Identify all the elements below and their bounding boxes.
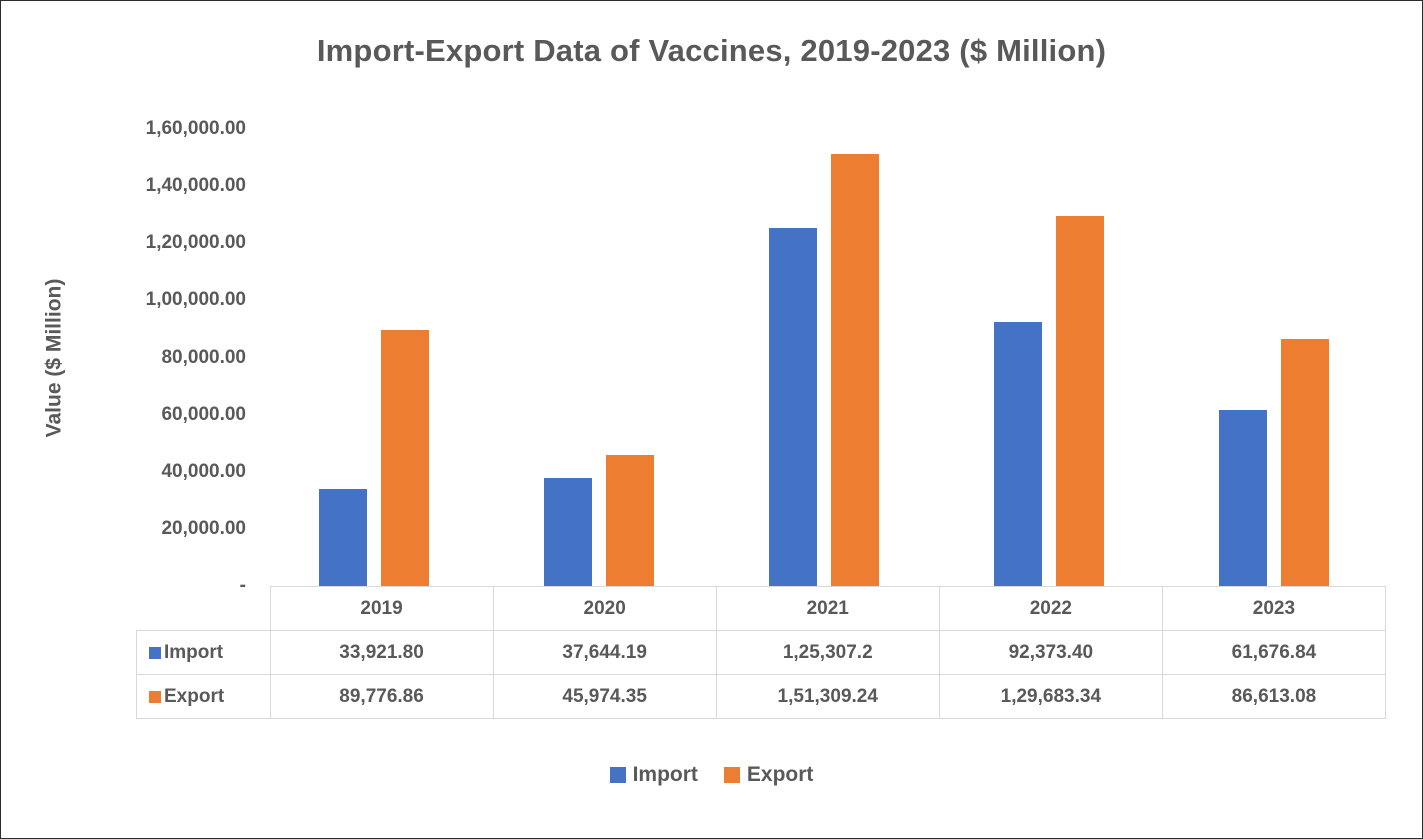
legend-label-import: Import (632, 763, 698, 786)
y-tick-label: 80,000.00 (161, 346, 246, 368)
y-tick-label: - (239, 575, 246, 596)
table-value-cell: 1,25,307.2 (715, 630, 940, 675)
table-year-header: 2022 (938, 586, 1163, 631)
y-tick-label: 1,60,000.00 (145, 118, 246, 139)
table-year-header: 2023 (1161, 586, 1387, 631)
table-row-export: Export 89,776.86 45,974.35 1,51,309.24 1,29,… (136, 674, 1387, 719)
import-series-swatch-icon (149, 646, 161, 659)
table-value-cell: 86,613.08 (1161, 674, 1387, 719)
table-year-header: 2021 (715, 586, 940, 631)
table-header-row: 2019 2020 2021 2022 2023 (137, 586, 1387, 631)
plot-area (261, 129, 1386, 586)
bar-import-2019 (319, 489, 367, 586)
y-axis-title: Value ($ Million) (37, 129, 71, 586)
legend-label-export: Export (746, 763, 814, 786)
table-value-cell: 92,373.40 (938, 630, 1163, 675)
legend-import-swatch-icon (609, 767, 626, 783)
y-tick-label: 20,000.00 (161, 517, 246, 539)
table-value-cell: 37,644.19 (492, 630, 717, 675)
bar-export-2022 (1056, 216, 1104, 586)
table-value-cell: 1,51,309.24 (715, 674, 940, 719)
table-corner-cell (137, 587, 271, 631)
bar-export-2019 (381, 330, 429, 586)
y-tick-label: 60,000.00 (161, 403, 246, 425)
bar-import-2020 (544, 478, 592, 586)
bar-import-2021 (769, 228, 817, 586)
table-value-cell: 61,676.84 (1161, 630, 1387, 675)
table-row-import: Import 33,921.80 37,644.19 1,25,307.2 92,373… (136, 630, 1387, 675)
legend-item-export: Export (723, 763, 814, 787)
data-table: 2019 2020 2021 2022 2023 Import 33,921.80 37,64… (136, 586, 1387, 719)
y-tick-label: 1,00,000.00 (145, 289, 246, 311)
table-series-label-import: Import (136, 630, 271, 675)
data-table-wrap: 2019 2020 2021 2022 2023 Import 33,921.80 37,64… (136, 586, 1387, 719)
chart-legend: Import Export (1, 763, 1422, 787)
bar-export-2023 (1281, 339, 1329, 586)
table-year-header: 2020 (492, 586, 717, 631)
bar-import-2022 (994, 322, 1042, 586)
table-value-cell: 89,776.86 (269, 674, 494, 719)
y-tick-label: 40,000.00 (161, 460, 246, 482)
y-axis-title-text: Value ($ Million) (42, 278, 66, 437)
y-tick-label: 1,20,000.00 (145, 232, 246, 254)
table-value-cell: 45,974.35 (492, 674, 717, 719)
bar-import-2023 (1219, 410, 1267, 586)
bar-export-2021 (831, 154, 879, 586)
table-value-cell: 33,921.80 (269, 630, 494, 675)
bar-export-2020 (606, 455, 654, 586)
chart-title: Import-Export Data of Vaccines, 2019-202… (316, 33, 1107, 68)
y-tick-label: 1,40,000.00 (145, 175, 246, 197)
table-year-header: 2019 (269, 586, 494, 631)
legend-export-swatch-icon (723, 767, 740, 783)
table-series-label-export: Export (136, 674, 271, 719)
export-series-swatch-icon (149, 690, 161, 703)
legend-item-import: Import (609, 763, 698, 787)
y-axis-tick-labels: 1,60,000.00 1,40,000.00 1,20,000.00 1,00,00… (100, 118, 246, 596)
table-value-cell: 1,29,683.34 (938, 674, 1163, 719)
